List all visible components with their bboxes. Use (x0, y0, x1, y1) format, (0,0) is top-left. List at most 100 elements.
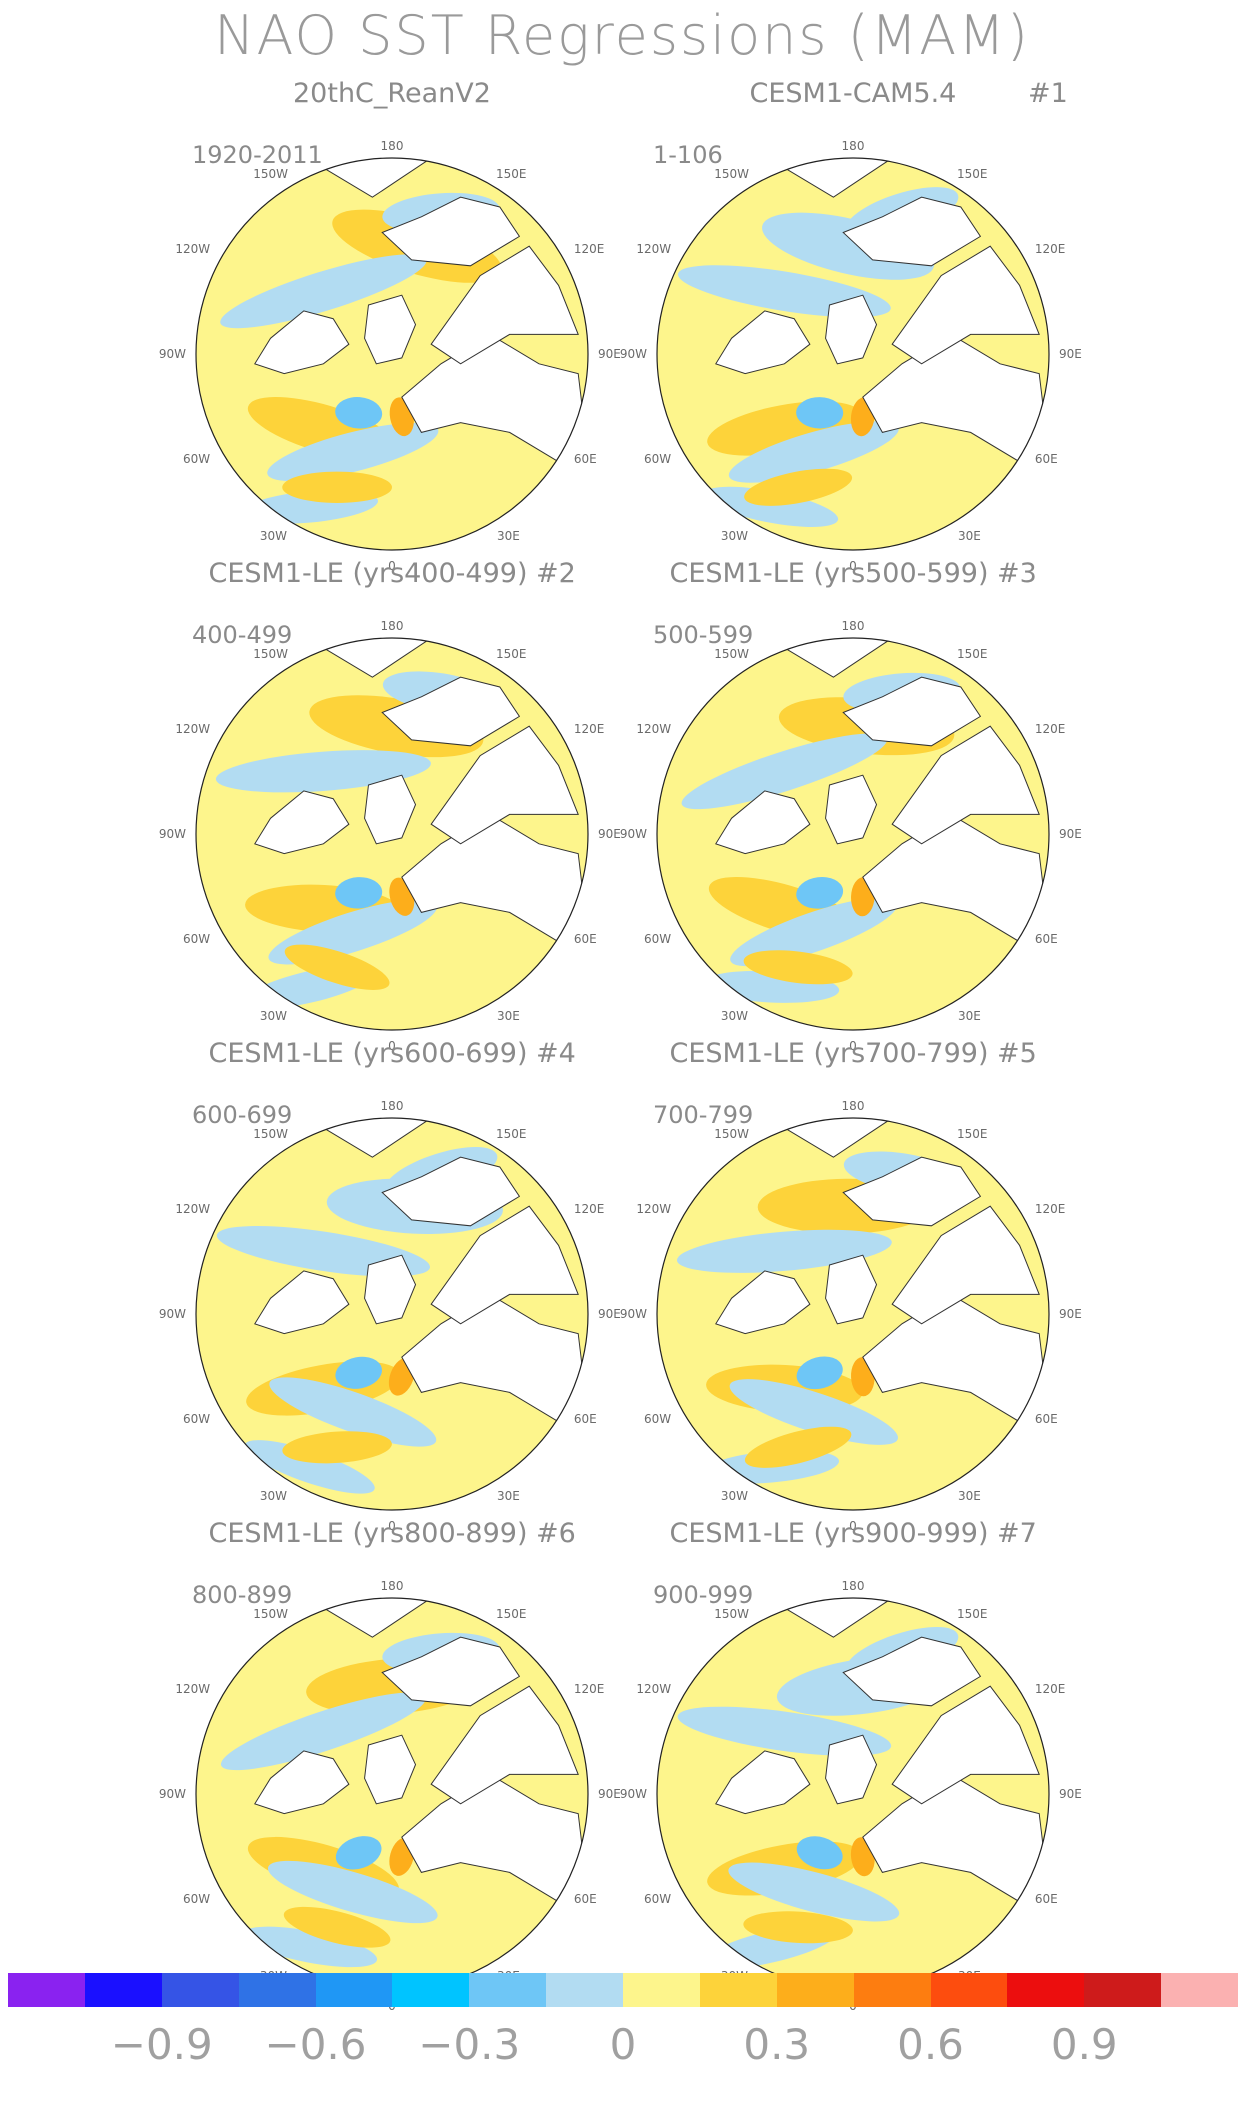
colorbar-swatch (1084, 1973, 1162, 2007)
longitude-label: 120E (1035, 1682, 1066, 1696)
longitude-label: 150E (957, 1607, 988, 1621)
longitude-label: 30W (721, 529, 748, 543)
longitude-label: 90E (1059, 1787, 1082, 1801)
longitude-label: 30W (260, 1489, 287, 1503)
longitude-label: 60W (644, 1412, 671, 1426)
panel-title: 20thC_ReanV2 (293, 78, 491, 109)
colorbar-swatch (392, 1973, 470, 2007)
period-label: 800-899 (192, 1581, 293, 1609)
panel-title: CESM1-LE (yrs700-799) #5 (669, 1038, 1037, 1069)
figure-title: NAO SST Regressions (MAM) (214, 4, 1030, 67)
longitude-label: 60W (183, 1412, 210, 1426)
longitude-label: 60W (644, 1892, 671, 1906)
longitude-label: 180 (381, 1099, 404, 1113)
longitude-label: 120W (636, 722, 671, 736)
longitude-label: 150W (253, 647, 288, 661)
longitude-label: 60W (183, 1892, 210, 1906)
colorbar-swatch (1007, 1973, 1085, 2007)
longitude-label: 60W (183, 452, 210, 466)
colorbar-swatch (623, 1973, 700, 2007)
longitude-label: 150E (957, 647, 988, 661)
longitude-label: 120W (175, 1682, 210, 1696)
period-label: 900-999 (653, 1581, 754, 1609)
longitude-label: 90W (620, 347, 647, 361)
colorbar-swatch (84, 1973, 162, 2007)
colorbar-swatch (930, 1973, 1008, 2007)
longitude-label: 150E (496, 1607, 527, 1621)
longitude-label: 30W (260, 1009, 287, 1023)
longitude-label: 60E (574, 932, 597, 946)
panel-title: CESM1-CAM5.4 (749, 78, 957, 109)
period-label: 700-799 (653, 1101, 754, 1129)
longitude-label: 30W (721, 1009, 748, 1023)
colorbar-swatch (853, 1973, 931, 2007)
panel-title: CESM1-LE (yrs400-499) #2 (208, 558, 576, 589)
longitude-label: 150W (714, 167, 749, 181)
longitude-label: 90W (620, 827, 647, 841)
longitude-label: 90E (1059, 347, 1082, 361)
longitude-label: 0 (388, 1039, 396, 1053)
longitude-label: 60E (1035, 1892, 1058, 1906)
longitude-label: 150W (253, 1127, 288, 1141)
longitude-label: 90E (598, 827, 621, 841)
longitude-label: 30W (260, 529, 287, 543)
longitude-label: 90E (598, 1787, 621, 1801)
longitude-label: 30E (958, 1489, 981, 1503)
colorbar-tick-label: 0 (609, 2020, 637, 2069)
period-label: 500-599 (653, 621, 754, 649)
longitude-label: 90W (159, 347, 186, 361)
period-label: 1-106 (653, 141, 723, 169)
longitude-label: 180 (842, 619, 865, 633)
panel-title: CESM1-LE (yrs500-599) #3 (669, 558, 1037, 589)
longitude-label: 120W (636, 242, 671, 256)
longitude-label: 90W (159, 1787, 186, 1801)
colorbar-tick-label: 0.3 (743, 2020, 811, 2069)
longitude-label: 30E (958, 1009, 981, 1023)
longitude-label: 150W (714, 1607, 749, 1621)
longitude-label: 30W (721, 1489, 748, 1503)
longitude-label: 120W (636, 1682, 671, 1696)
longitude-label: 150E (496, 647, 527, 661)
panel-title: CESM1-LE (yrs800-899) #6 (208, 1518, 576, 1549)
colorbar-swatch (469, 1973, 547, 2007)
colorbar-tick-label: −0.3 (418, 2020, 521, 2069)
longitude-label: 180 (381, 619, 404, 633)
period-label: 400-499 (192, 621, 293, 649)
colorbar (8, 1973, 1238, 2007)
longitude-label: 120W (175, 242, 210, 256)
longitude-label: 30E (497, 1009, 520, 1023)
longitude-label: 0 (849, 559, 857, 573)
colorbar-swatch (161, 1973, 239, 2007)
longitude-label: 150W (253, 167, 288, 181)
longitude-label: 90E (1059, 1307, 1082, 1321)
longitude-label: 60E (1035, 452, 1058, 466)
colorbar-swatch (315, 1973, 393, 2007)
longitude-label: 120W (175, 1202, 210, 1216)
longitude-label: 90E (598, 1307, 621, 1321)
longitude-label: 120W (175, 722, 210, 736)
longitude-label: 150E (957, 167, 988, 181)
longitude-label: 120E (574, 722, 605, 736)
longitude-label: 180 (842, 1579, 865, 1593)
longitude-label: 180 (842, 1099, 865, 1113)
longitude-label: 90W (620, 1787, 647, 1801)
period-label: 600-699 (192, 1101, 293, 1129)
longitude-label: 120W (636, 1202, 671, 1216)
longitude-label: 150E (957, 1127, 988, 1141)
panel-title: CESM1-LE (yrs600-699) #4 (208, 1038, 576, 1069)
longitude-label: 60W (644, 452, 671, 466)
longitude-label: 60E (574, 1412, 597, 1426)
longitude-label: 90W (159, 1307, 186, 1321)
longitude-label: 60E (1035, 932, 1058, 946)
longitude-label: 30E (958, 529, 981, 543)
colorbar-tick-label: 0.9 (1050, 2020, 1118, 2069)
longitude-label: 150E (496, 167, 527, 181)
longitude-label: 150W (253, 1607, 288, 1621)
longitude-label: 180 (381, 139, 404, 153)
longitude-label: 150W (714, 647, 749, 661)
longitude-label: 90W (159, 827, 186, 841)
